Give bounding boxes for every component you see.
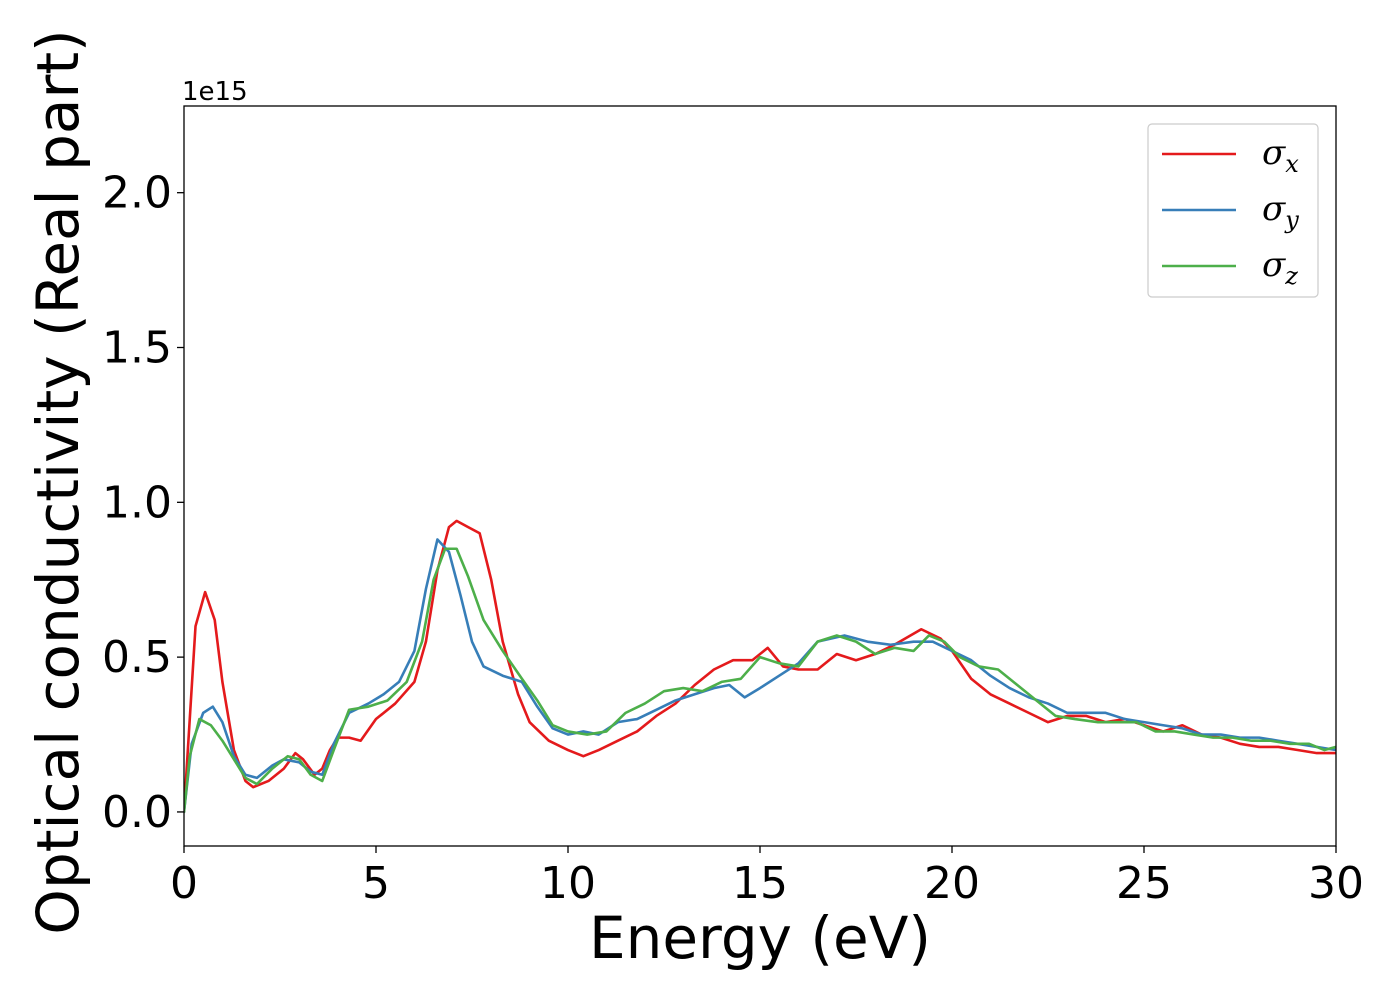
x-tick-label: 20 xyxy=(924,858,980,909)
series-line-x xyxy=(184,519,1336,814)
x-tick-label: 25 xyxy=(1116,858,1172,909)
series-line-y xyxy=(184,538,1336,814)
y-tick-label: 1.0 xyxy=(102,477,172,528)
series-layer xyxy=(184,519,1336,814)
x-tick-label: 5 xyxy=(362,858,390,909)
y-tick-label: 2.0 xyxy=(102,168,172,219)
y-tick-label: 0.0 xyxy=(102,787,172,838)
y-axis: 0.0 0.5 1.0 1.5 2.0 xyxy=(102,168,184,838)
y-tick-label: 0.5 xyxy=(102,632,172,683)
legend-label-z: σz xyxy=(1262,245,1298,290)
x-tick-label: 0 xyxy=(170,858,198,909)
legend-label-x: σx xyxy=(1262,133,1299,178)
x-axis: 0 5 10 15 20 25 30 xyxy=(170,846,1364,909)
y-tick-label: 1.5 xyxy=(102,323,172,374)
x-tick-label: 10 xyxy=(540,858,596,909)
y-axis-label: Optical conductivity (Real part) xyxy=(24,29,92,934)
x-axis-label: Energy (eV) xyxy=(589,904,931,972)
x-tick-label: 15 xyxy=(732,858,788,909)
legend: σx σy σz xyxy=(1147,123,1319,298)
legend-label-y: σy xyxy=(1262,189,1299,234)
x-tick-label: 30 xyxy=(1308,858,1364,909)
y-axis-offset-label: 1e15 xyxy=(182,77,248,107)
series-line-z xyxy=(184,547,1336,814)
